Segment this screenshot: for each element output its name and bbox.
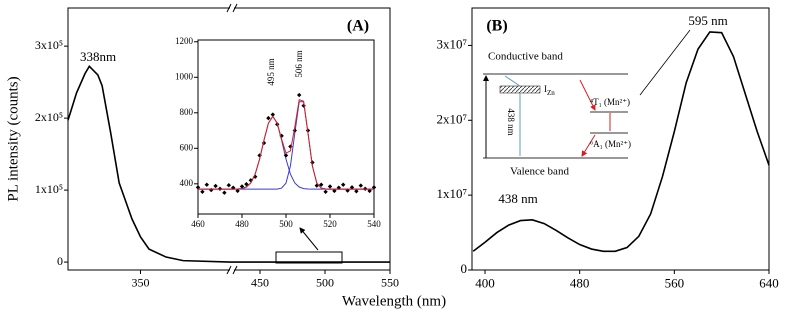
data-point	[239, 184, 245, 189]
zoom-box	[275, 251, 343, 264]
data-point	[266, 115, 271, 121]
x-tick-label: 540	[367, 219, 381, 229]
arrow	[581, 134, 596, 157]
data-point	[235, 188, 240, 194]
data-point	[358, 183, 363, 188]
defect-level	[499, 85, 541, 94]
band-label: Valence band	[510, 166, 569, 178]
y-tick-label: 0	[461, 261, 468, 276]
panel-label: (B)	[486, 18, 507, 35]
x-tick-label: 400	[475, 276, 495, 291]
plot-frame	[471, 7, 770, 271]
x-tick-label: 480	[235, 219, 249, 229]
data-point	[244, 181, 249, 187]
annotation: 506 nm	[294, 50, 304, 77]
data-point	[297, 92, 302, 98]
x-tick-label: 350	[131, 276, 149, 290]
y-tick-label: 2x10⁵	[35, 110, 63, 124]
plot-frame	[197, 39, 375, 215]
y-tick-label: 800	[180, 107, 194, 117]
data-point	[195, 185, 201, 190]
y-tick-label: 600	[180, 142, 194, 152]
x-tick-label: 550	[381, 276, 399, 290]
axis-break	[226, 265, 232, 275]
panel-label: (A)	[347, 18, 369, 35]
data-line	[472, 31, 770, 253]
band-diagram: Conductive band Valence band 438 nm IZn …	[483, 51, 631, 178]
data-point	[226, 183, 231, 188]
annotation: 495 nm	[266, 58, 276, 85]
y-axis-label: PL intensity (counts)	[5, 76, 21, 201]
data-point	[270, 112, 275, 117]
defect-main: I	[544, 84, 547, 94]
band-label: Conductive band	[488, 51, 563, 63]
axis-break	[232, 265, 238, 275]
annotation: 595 nm	[688, 13, 727, 28]
x-tick-label: 500	[279, 219, 293, 229]
axis-break-gap	[230, 268, 234, 272]
defect-label: IZn	[544, 84, 555, 97]
defect-sub: Zn	[547, 89, 555, 97]
annotation: 438 nm	[498, 191, 537, 206]
x-tick-label: 640	[759, 276, 779, 291]
x-tick-label: 520	[323, 219, 337, 229]
level-label: ⁴T₁ (Mn²⁺)	[590, 97, 630, 107]
data-point	[349, 185, 355, 190]
y-tick-label: 1x10⁷	[436, 186, 467, 201]
level-label: ⁶A₁ (Mn²⁺)	[590, 139, 631, 149]
y-tick-label: 3x10⁷	[436, 36, 467, 51]
axis-break	[226, 3, 232, 13]
data-point	[332, 188, 337, 194]
transition-label: 438 nm	[506, 108, 516, 135]
pointer-line	[639, 29, 691, 96]
data-line	[198, 98, 374, 190]
arrow	[579, 79, 596, 111]
zoom-arrow	[299, 227, 319, 251]
x-tick-label: 480	[570, 276, 590, 291]
data-point	[341, 182, 346, 187]
y-tick-label: 0	[57, 254, 63, 268]
x-tick-label: 460	[191, 219, 205, 229]
data-point	[204, 182, 209, 187]
y-tick-label: 3x10⁵	[35, 38, 63, 52]
x-tick-label: 450	[251, 276, 269, 290]
data-point	[323, 189, 328, 195]
data-point	[367, 188, 372, 194]
data-point	[200, 189, 205, 195]
y-tick-label: 1x10⁵	[35, 182, 63, 196]
y-tick-label: 1000	[175, 71, 194, 81]
x-axis-label: Wavelength (nm)	[342, 293, 446, 309]
axis-break	[232, 3, 238, 13]
arrow	[504, 75, 521, 87]
axis-break-gap	[230, 6, 234, 10]
data-point	[213, 183, 218, 189]
data-point	[283, 153, 289, 158]
x-tick-label: 500	[316, 276, 334, 290]
data-point	[222, 190, 227, 195]
annotation: 338nm	[80, 49, 116, 64]
x-tick-label: 560	[665, 276, 685, 291]
data-point	[371, 185, 377, 190]
data-point	[288, 144, 293, 149]
data-point	[319, 182, 324, 187]
y-tick-label: 400	[180, 178, 194, 188]
y-tick-label: 1200	[175, 36, 194, 46]
data-point	[327, 184, 333, 189]
y-tick-label: 2x10⁷	[436, 111, 467, 126]
data-line	[67, 64, 390, 263]
data-point	[354, 189, 359, 194]
